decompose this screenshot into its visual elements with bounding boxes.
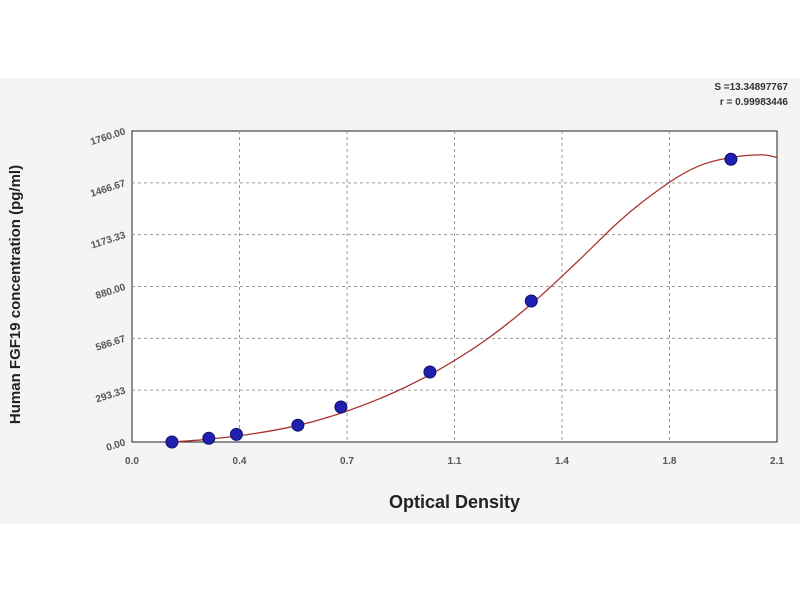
x-tick-label: 1.4 [555,456,569,467]
x-tick-label: 2.1 [770,456,784,467]
x-tick-label: 0.7 [340,456,354,467]
data-point [724,152,738,166]
r-value: r = 0.99983446 [719,97,788,108]
data-point [524,294,538,308]
y-tick-label: 1173.33 [90,230,128,252]
y-tick-label: 293.33 [94,385,127,405]
x-axis-label: Optical Density [389,492,520,512]
x-tick-label: 0.0 [125,456,139,467]
s-value: S =13.34897767 [714,82,788,93]
data-point [229,427,243,441]
data-point [202,431,216,445]
y-tick-label: 1760.00 [89,126,127,148]
x-tick-label: 0.4 [233,456,247,467]
x-axis-ticks: 0.0 0.4 0.7 1.1 1.4 1.8 2.1 [125,456,784,467]
y-tick-label: 1466.67 [89,178,127,200]
y-tick-label: 586.67 [94,334,127,354]
fit-statistics: S =13.34897767 r = 0.99983446 [714,80,788,110]
y-tick-label: 0.00 [105,437,127,454]
grid-lines [132,131,777,442]
y-axis-label: Human FGF19 concentration (pg/ml) [7,165,24,424]
fit-curve [171,154,778,443]
data-points [165,152,738,449]
data-point [291,418,305,432]
data-point [423,365,437,379]
data-point [334,400,348,414]
data-point [165,435,179,449]
x-tick-label: 1.8 [663,456,677,467]
y-axis-ticks: 0.00 293.33 586.67 880.00 1173.33 1466.67 1760… [89,126,127,454]
x-tick-label: 1.1 [448,456,462,467]
y-tick-label: 880.00 [94,282,127,302]
